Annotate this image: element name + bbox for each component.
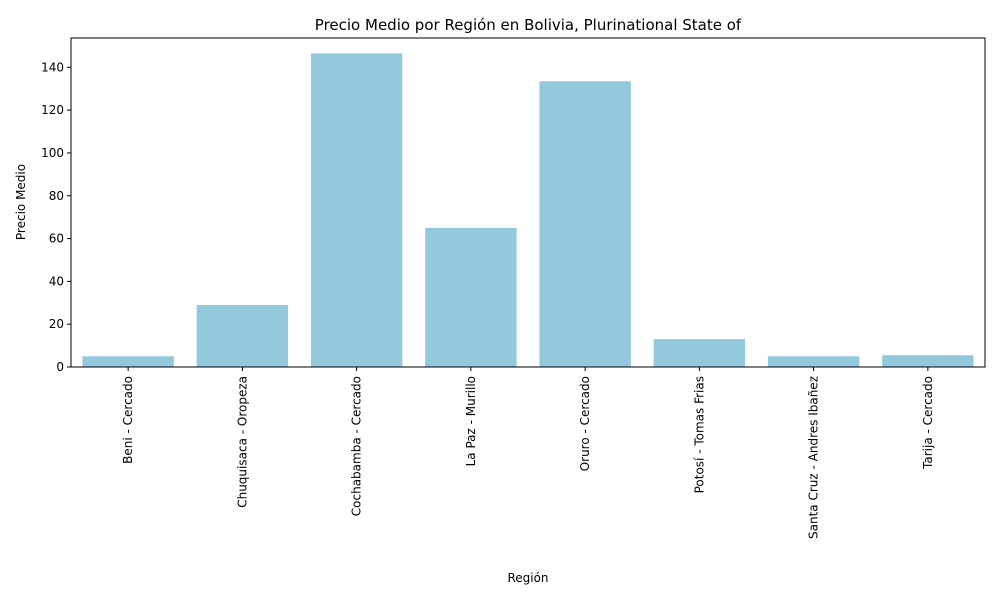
x-tick-label: Chuquisaca - Oropeza [235,376,249,508]
bar-2 [310,53,403,368]
x-tick-label: Cochabamba - Cercado [350,376,364,516]
bar-3 [425,227,517,367]
x-axis-label: Región [507,571,548,585]
bar-1 [196,304,289,367]
plot-frame [70,37,986,368]
x-tick-label: Beni - Cercado [121,376,135,464]
y-tick-label: 40 [49,274,64,288]
y-tick-label: 100 [41,146,64,160]
chart-title: Precio Medio por Región en Bolivia, Plur… [315,16,742,34]
bar-6 [767,356,860,367]
bar-0 [82,356,174,367]
y-axis-label: Precio Medio [14,164,28,240]
bar-7 [882,355,974,367]
y-tick-label: 20 [49,317,64,331]
x-tick-label: Oruro - Cercado [578,376,592,471]
x-axis-ticks: Beni - Cercado Chuquisaca - Oropeza Cochab… [121,367,935,539]
x-tick-label: Potosí - Tomas Frias [692,376,706,493]
y-tick-label: 60 [49,232,64,246]
y-tick-label: 0 [56,360,64,374]
x-tick-label: Santa Cruz - Andres Ibañez [807,376,821,539]
y-tick-label: 120 [41,103,64,117]
bars-group [82,53,974,368]
y-tick-label: 80 [49,189,64,203]
x-tick-label: Tarija - Cercado [921,376,935,470]
bar-4 [539,81,631,368]
x-tick-label: La Paz - Murillo [464,376,478,466]
y-tick-label: 140 [41,60,64,74]
bar-5 [653,339,746,367]
y-axis-ticks: 0 20 40 60 80 100 120 140 [41,60,71,374]
